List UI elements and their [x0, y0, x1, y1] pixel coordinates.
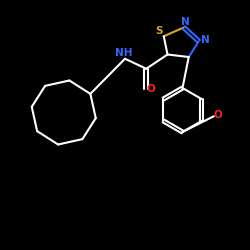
Text: N: N [200, 35, 209, 45]
Text: O: O [146, 84, 155, 94]
Text: NH: NH [115, 48, 132, 58]
Text: N: N [180, 17, 190, 27]
Text: O: O [214, 110, 222, 120]
Text: S: S [156, 26, 163, 36]
